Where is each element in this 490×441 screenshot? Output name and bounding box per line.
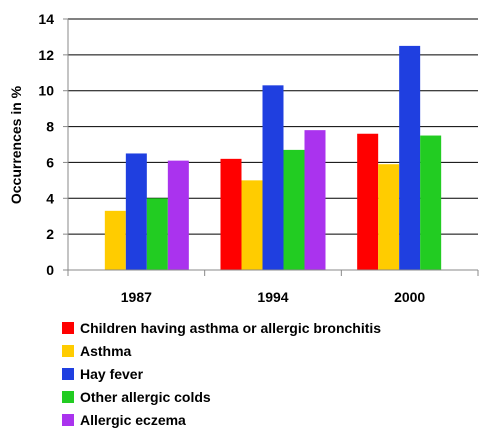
legend-label-other-allergic-colds: Other allergic colds: [80, 389, 211, 405]
legend: Children having asthma or allergic bronc…: [62, 320, 381, 428]
bar-1987-allergic-eczema: [167, 160, 189, 270]
y-tick-label-12: 12: [38, 47, 54, 63]
y-axis-title: Occurrences in %: [8, 85, 24, 204]
legend-swatch-allergic-eczema: [62, 414, 74, 426]
bar-2000-other-allergic-colds: [420, 135, 442, 270]
bar-1994-children-having-asthma-or-allergic-bronchitis: [220, 158, 242, 270]
y-tick-labels: 0 2 4 6 8 10 12 14: [38, 11, 54, 278]
bar-1994-hay-fever: [262, 85, 284, 270]
y-tick-label-10: 10: [38, 83, 54, 99]
legend-label-hay-fever: Hay fever: [80, 366, 144, 382]
y-tick-label-0: 0: [46, 262, 54, 278]
x-tick-label-1994: 1994: [257, 289, 288, 305]
y-tick-label-4: 4: [46, 190, 54, 206]
bars: [104, 45, 442, 271]
y-tick-label-6: 6: [46, 154, 54, 170]
bar-1994-asthma: [241, 180, 263, 270]
y-tick-label-8: 8: [46, 119, 54, 135]
x-tick-label-2000: 2000: [394, 289, 425, 305]
bar-1987-asthma: [104, 210, 126, 270]
y-tick-label-2: 2: [46, 226, 54, 242]
y-tick-label-14: 14: [38, 11, 54, 27]
x-tick-labels: 1987 1994 2000: [121, 289, 426, 305]
bar-1994-other-allergic-colds: [283, 149, 305, 270]
bar-2000-children-having-asthma-or-allergic-bronchitis: [357, 133, 379, 270]
legend-label-allergic-eczema: Allergic eczema: [80, 412, 186, 428]
bar-2000-asthma: [378, 164, 400, 270]
legend-swatch-hay-fever: [62, 368, 74, 380]
legend-swatch-asthma: [62, 345, 74, 357]
bar-1987-hay-fever: [125, 153, 147, 270]
bar-2000-hay-fever: [399, 45, 421, 271]
axes: [63, 18, 479, 276]
bar-1994-allergic-eczema: [304, 130, 326, 270]
x-tick-label-1987: 1987: [121, 289, 152, 305]
legend-label-asthma: Asthma: [80, 343, 132, 359]
legend-label-children-having-asthma-or-allergic-bronchitis: Children having asthma or allergic bronc…: [80, 320, 381, 336]
legend-swatch-other-allergic-colds: [62, 391, 74, 403]
bar-1987-other-allergic-colds: [146, 198, 168, 270]
legend-swatch-children-having-asthma-or-allergic-bronchitis: [62, 322, 74, 334]
